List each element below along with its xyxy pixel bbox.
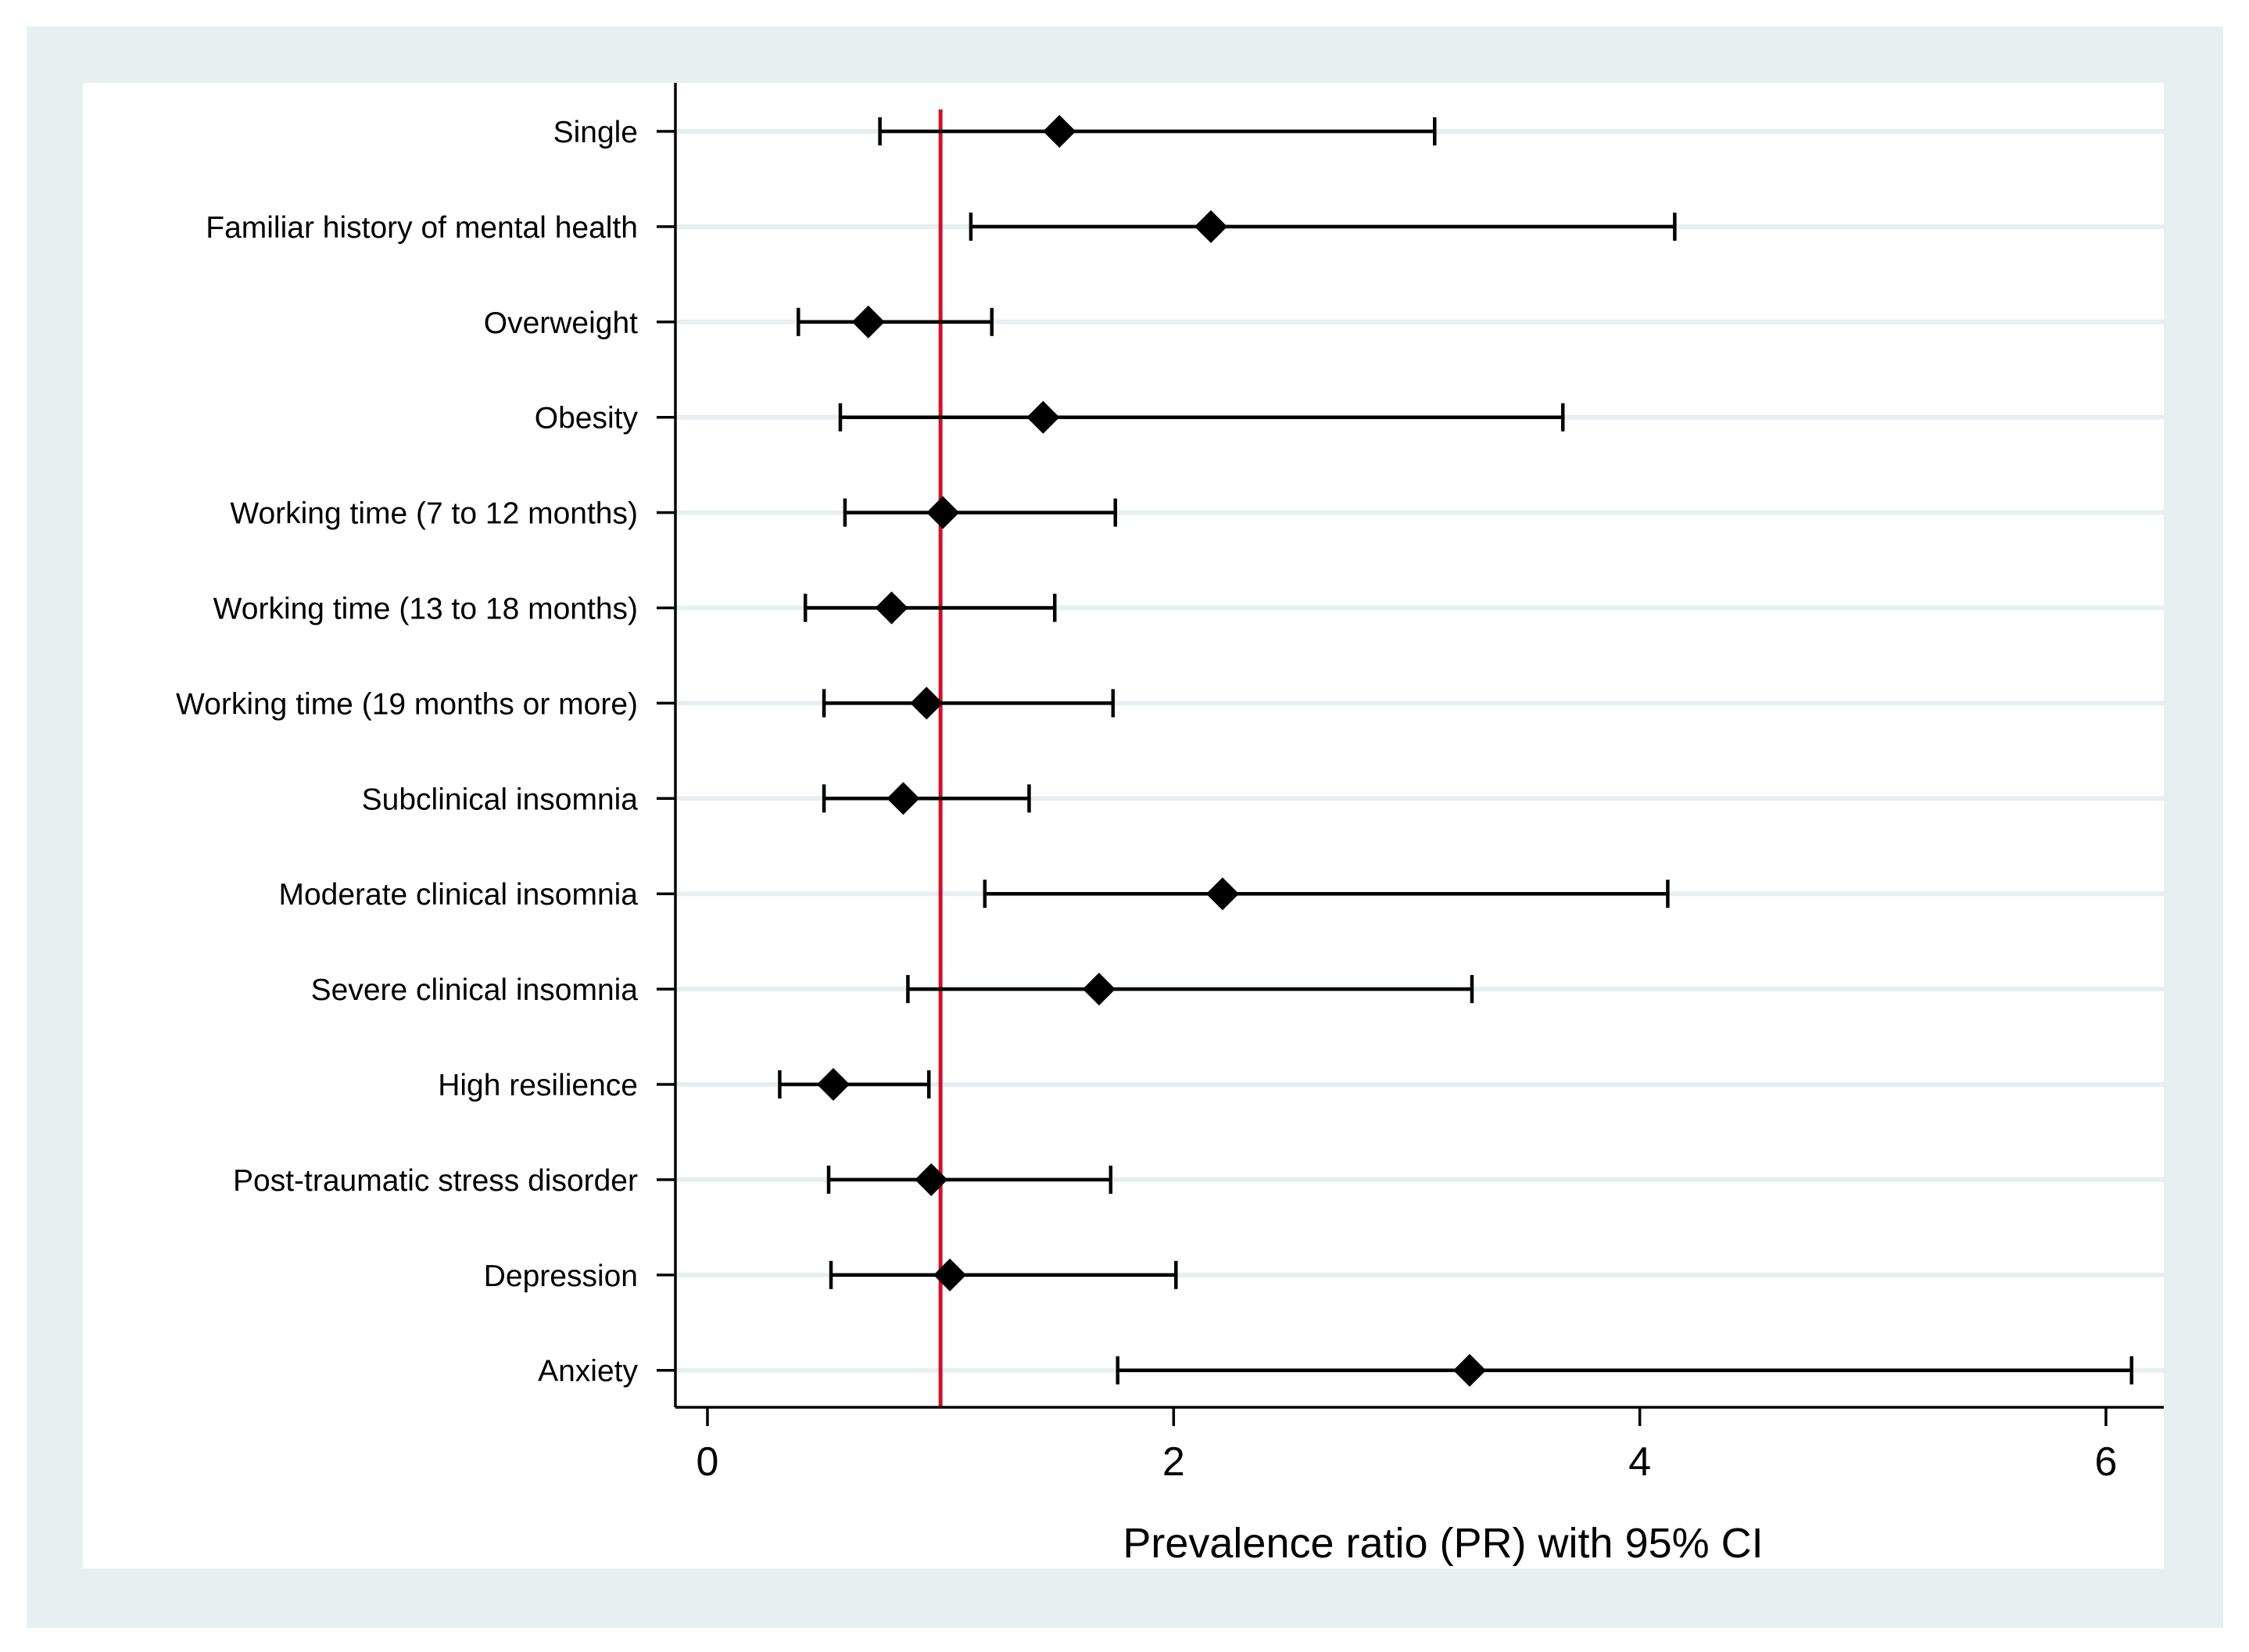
x-tick-label: 2: [1162, 1439, 1185, 1485]
pr-diamond-marker: [1194, 210, 1228, 243]
y-tick-label: Familiar history of mental health: [206, 211, 638, 245]
pr-diamond-marker: [817, 1068, 851, 1101]
x-axis-title: Prevalence ratio (PR) with 95% CI: [1123, 1520, 1763, 1567]
x-tick-label: 4: [1628, 1439, 1651, 1485]
pr-diamond-marker: [1026, 400, 1060, 434]
x-tick-label: 6: [2095, 1439, 2118, 1485]
y-tick-label: Moderate clinical insomnia: [278, 878, 638, 912]
axes: Single Familiar history of mental health O…: [176, 83, 2164, 1485]
y-tick-label: Overweight: [484, 306, 638, 340]
y-tick-label: Severe clinical insomnia: [311, 973, 639, 1007]
pr-diamond-marker: [926, 496, 960, 529]
pr-diamond-marker: [910, 686, 944, 720]
y-tick-label: Depression: [484, 1260, 638, 1293]
pr-diamond-marker: [915, 1163, 948, 1196]
y-tick-label: Post-traumatic stress disorder: [233, 1164, 638, 1198]
y-tick-label: Subclinical insomnia: [362, 783, 639, 816]
y-tick-label: Obesity: [535, 402, 639, 435]
pr-diamond-marker: [875, 591, 908, 625]
chart-frame: Single Familiar history of mental health O…: [27, 27, 2223, 1628]
pr-diamond-marker: [886, 782, 920, 815]
pr-diamond-marker: [1453, 1353, 1487, 1387]
x-tick-label: 0: [697, 1439, 719, 1485]
y-tick-label: Working time (19 months or more): [176, 687, 638, 721]
plot-area: [83, 83, 2164, 1568]
pr-diamond-marker: [1043, 115, 1076, 148]
y-tick-label: High resilience: [438, 1069, 638, 1102]
pr-diamond-marker: [933, 1258, 967, 1292]
forest-plot: Single Familiar history of mental health O…: [83, 83, 2164, 1568]
pr-diamond-marker: [851, 305, 885, 339]
data-marks: [778, 115, 2134, 1387]
pr-diamond-marker: [1205, 877, 1239, 911]
pr-diamond-marker: [1082, 973, 1116, 1006]
y-tick-label: Anxiety: [538, 1355, 638, 1389]
y-tick-label: Single: [553, 116, 638, 149]
y-tick-label: Working time (7 to 12 months): [230, 497, 638, 531]
y-tick-label: Working time (13 to 18 months): [213, 593, 638, 626]
